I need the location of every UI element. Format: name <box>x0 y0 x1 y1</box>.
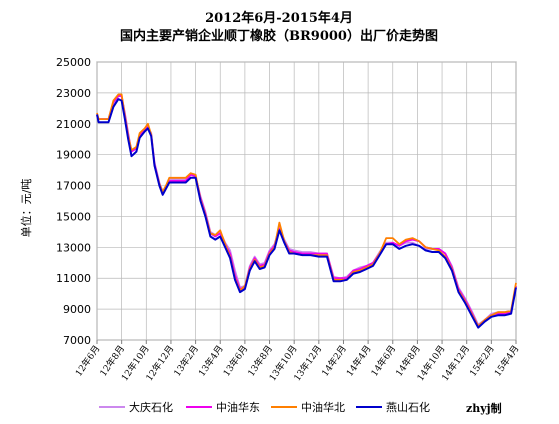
legend-label: 燕山石化 <box>386 400 430 414</box>
plot-border <box>96 61 517 341</box>
y-tick-label: 15000 <box>56 210 91 223</box>
legend-label: 大庆石化 <box>129 400 173 414</box>
y-axis-label: 单位：元/吨 <box>19 179 33 238</box>
y-tick-label: 17000 <box>56 180 91 193</box>
y-tick-label: 9000 <box>63 303 91 316</box>
y-tick-label: 11000 <box>56 272 91 285</box>
series-line-1 <box>96 95 517 327</box>
series-line-0 <box>96 95 517 326</box>
y-tick-label: 7000 <box>63 334 91 347</box>
y-tick-label: 21000 <box>56 118 91 131</box>
credit-label: zhyj制 <box>466 401 502 415</box>
chart-title-line2: 国内主要产销企业顺丁橡胶（BR9000）出厂价走势图 <box>120 28 438 44</box>
plot-area: 25000 23000 21000 19000 17000 15000 13000 11000… <box>56 56 521 383</box>
series-line-2 <box>96 93 517 327</box>
y-tick-label: 23000 <box>56 87 91 100</box>
y-tick-label: 25000 <box>56 56 91 69</box>
y-tick-label: 19000 <box>56 149 91 162</box>
legend-label: 中油华东 <box>216 400 260 414</box>
series-line-3 <box>96 98 517 329</box>
y-tick-label: 13000 <box>56 241 91 254</box>
legend: 大庆石化 中油华东 中油华北 燕山石化 <box>99 400 430 414</box>
legend-label: 中油华北 <box>301 400 345 414</box>
chart-title-line1: 2012年6月-2015年4月 <box>205 10 353 26</box>
x-tick-label: 15年4月 <box>491 343 521 379</box>
